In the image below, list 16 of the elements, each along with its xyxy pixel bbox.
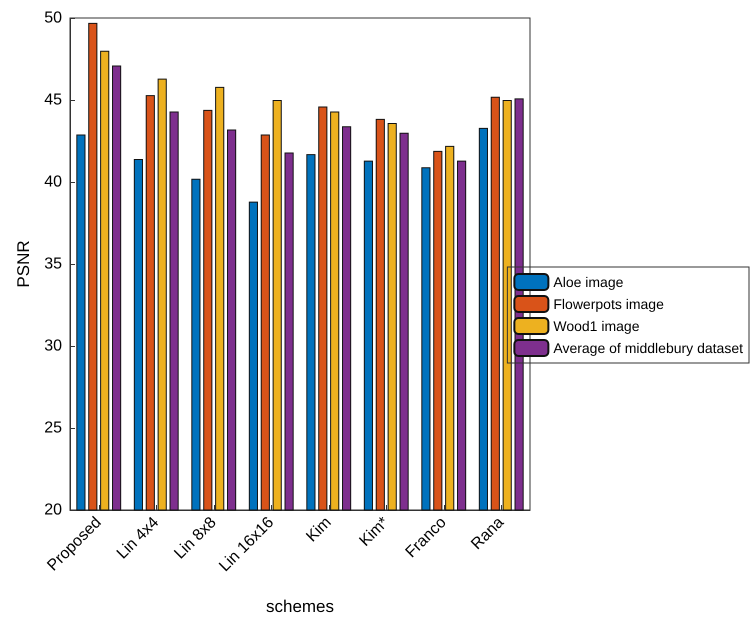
- y-tick-label: 20: [44, 502, 62, 518]
- y-tick-label: 25: [44, 420, 62, 436]
- legend-label: Wood1 image: [553, 318, 640, 334]
- legend-label: Average of middlebury dataset: [553, 340, 744, 356]
- x-tick-label: Kim: [303, 514, 335, 546]
- x-tick-label: Lin 8x8: [171, 514, 220, 562]
- y-tick-label: 50: [44, 10, 62, 26]
- legend-label: Flowerpots image: [553, 296, 664, 312]
- x-tick-label: Lin 4x4: [114, 514, 162, 562]
- y-axis-title: PSNR: [14, 240, 33, 288]
- y-tick-label: 45: [44, 92, 62, 108]
- legend-label: Aloe image: [553, 274, 624, 290]
- y-tick-label: 30: [44, 338, 62, 354]
- x-axis-title: schemes: [266, 597, 334, 616]
- y-tick-label: 40: [44, 174, 62, 190]
- y-tick-label: 35: [44, 256, 62, 272]
